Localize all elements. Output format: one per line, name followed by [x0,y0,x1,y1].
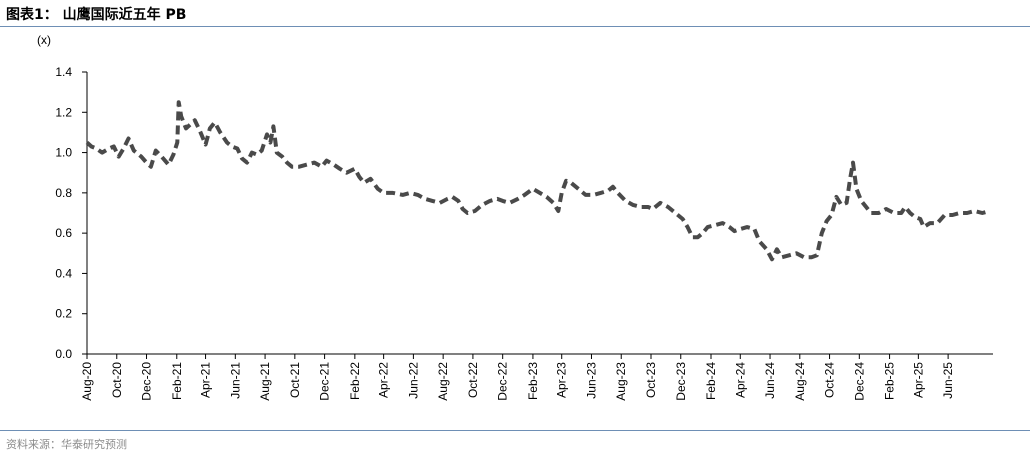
x-tick-label: Aug-23 [614,362,628,401]
x-tick-label: Jun-23 [584,362,598,399]
x-tick-label: Aug-22 [436,362,450,401]
x-tick-label: Apr-25 [911,362,925,398]
x-tick-label: Apr-22 [377,362,391,398]
x-tick-label: Apr-24 [733,362,747,398]
x-tick-label: Feb-25 [883,362,897,400]
y-tick-label: 1.0 [55,146,72,160]
title-divider [0,26,1030,27]
y-tick-label: 1.4 [55,65,72,79]
x-tick-label: Jun-22 [406,362,420,399]
y-tick-label: 1.2 [55,105,72,119]
y-tick-label: 0.6 [55,226,72,240]
x-tick-label: Feb-21 [170,362,184,400]
y-tick-label: 0.8 [55,186,72,200]
source-note: 资料来源：华泰研究预测 [6,438,127,451]
chart-axes [82,71,993,359]
y-tick-label: 0.0 [55,347,72,361]
x-tick-label: Jun-21 [228,362,242,399]
x-tick-labels: Aug-20 Oct-20 Dec-20 Feb-21 Apr-21 Jun-21 Aug-… [80,362,955,401]
x-tick-label: Apr-21 [199,362,213,398]
x-tick-label: Feb-23 [526,362,540,400]
y-unit-label: (x) [37,33,51,47]
title-bar: 图表1： 山鹰国际近五年 PB [0,0,1030,26]
pb-series-line [85,100,991,262]
x-tick-label: Aug-24 [793,362,807,401]
x-tick-label: Jun-24 [763,362,777,399]
x-tick-label: Aug-21 [258,362,272,401]
y-tick-label: 0.4 [55,266,72,280]
x-tick-label: Oct-22 [466,362,480,398]
x-tick-label: Oct-21 [288,362,302,398]
x-tick-label: Jun-25 [941,362,955,399]
x-tick-label: Dec-22 [496,362,510,401]
x-tick-label: Feb-22 [348,362,362,400]
source-divider [0,430,1030,431]
x-tick-label: Feb-24 [704,362,718,400]
series-group [85,100,991,262]
page-title: 图表1： 山鹰国际近五年 PB [6,7,187,23]
x-tick-label: Dec-23 [674,362,688,401]
y-tick-labels: 0.0 0.2 0.4 0.6 0.8 1.0 1.2 1.4 [55,65,72,361]
x-tick-label: Apr-23 [555,362,569,398]
x-tick-label: Dec-24 [852,362,866,401]
x-tick-label: Aug-20 [80,362,94,401]
pb-line-chart: 0.0 0.2 0.4 0.6 0.8 1.0 1.2 1.4 Aug-20 Oct-20 Dec… [37,33,993,401]
x-tick-label: Oct-24 [823,362,837,398]
x-tick-label: Dec-21 [318,362,332,401]
x-tick-label: Oct-23 [644,362,658,398]
x-tick-label: Oct-20 [110,362,124,398]
y-tick-label: 0.2 [55,307,72,321]
x-tick-label: Dec-20 [140,362,154,401]
